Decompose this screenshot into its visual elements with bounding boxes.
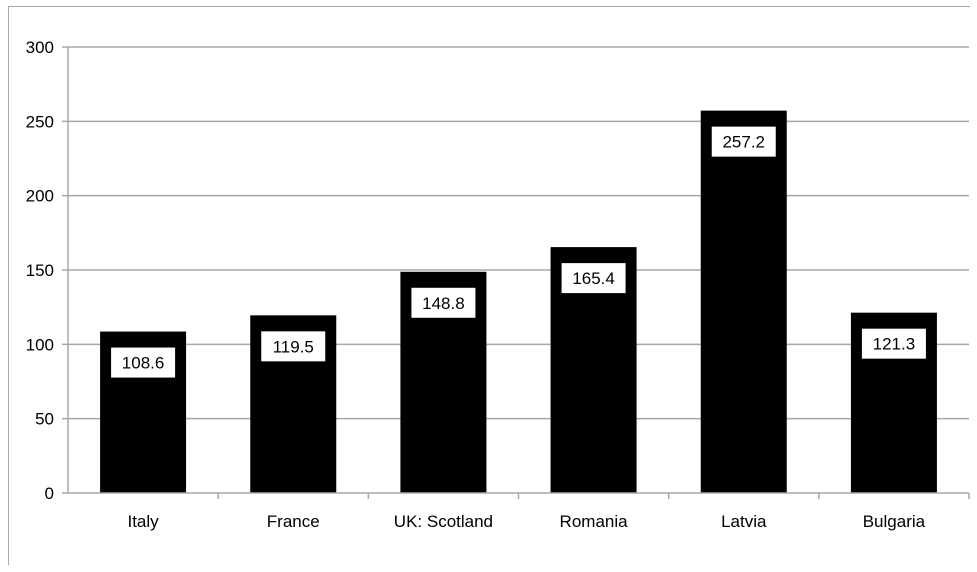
data-label: 165.4 — [561, 263, 626, 294]
data-label-text: 121.3 — [873, 335, 916, 354]
y-tick-label: 150 — [26, 261, 54, 280]
y-tick-label: 0 — [45, 484, 54, 503]
data-label-text: 165.4 — [572, 269, 615, 288]
data-label-text: 108.6 — [122, 354, 165, 373]
data-label: 108.6 — [111, 347, 176, 378]
data-label-text: 148.8 — [422, 294, 465, 313]
data-label-text: 119.5 — [273, 337, 314, 356]
data-labels: 108.6 119.5 148.8 165.4 257.2 121.3 — [111, 126, 926, 378]
bars — [100, 110, 937, 493]
x-category-label: France — [267, 512, 320, 531]
x-category-label: Bulgaria — [863, 512, 926, 531]
y-tick-label: 250 — [26, 112, 54, 131]
data-label-box — [111, 347, 176, 378]
data-label-box — [411, 287, 476, 318]
gridlines — [68, 46, 969, 420]
axes — [62, 46, 970, 499]
data-label-box — [861, 328, 926, 359]
chart-frame — [8, 6, 970, 565]
y-tick-label: 200 — [26, 187, 54, 206]
x-category-label: Latvia — [721, 512, 767, 531]
data-label-text: 257.2 — [722, 133, 765, 152]
data-label: 257.2 — [711, 126, 776, 157]
x-axis-category-labels: Italy France UK: Scotland Romania Latvia Bulg… — [127, 512, 925, 531]
data-label: 121.3 — [861, 328, 926, 359]
data-label-box — [561, 263, 626, 294]
y-axis-tick-labels: 0 50 100 150 200 250 300 — [26, 38, 54, 503]
x-category-label: Romania — [560, 512, 629, 531]
data-label: 148.8 — [411, 287, 476, 318]
y-tick-label: 300 — [26, 38, 54, 57]
data-label-box — [711, 126, 776, 157]
y-tick-label: 100 — [26, 335, 54, 354]
x-category-label: Italy — [127, 512, 159, 531]
data-label: 119.5 — [261, 331, 326, 362]
bar-latvia — [700, 110, 787, 493]
y-tick-label: 50 — [35, 410, 54, 429]
x-category-label: UK: Scotland — [394, 512, 493, 531]
data-label-box — [261, 331, 326, 362]
